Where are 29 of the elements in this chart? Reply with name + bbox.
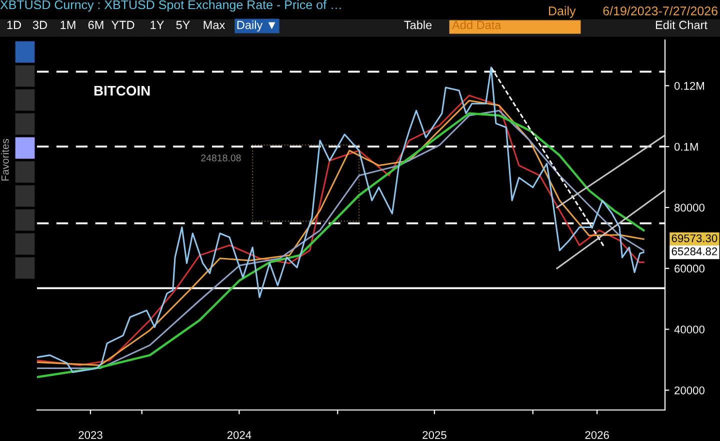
text: 6/19/2023-7/27/2026 <box>603 6 718 16</box>
x-tick-label: 2025 <box>422 431 446 439</box>
text: Daily ▼ <box>237 20 276 32</box>
text: 1D <box>7 20 21 30</box>
y-tick-label: 0.12M <box>674 82 704 90</box>
text: 1M <box>60 20 76 30</box>
text: Table <box>404 20 432 30</box>
text: 6M <box>88 20 104 30</box>
text: Edit Chart <box>656 20 708 30</box>
text: Favorites <box>1 138 9 181</box>
text: 5Y <box>176 20 190 30</box>
text: 1Y <box>150 20 164 30</box>
chart-title: XBTUSD Curncy : XBTUSD Spot Exchange Rate - Price of … <box>0 0 341 12</box>
text: Daily <box>549 6 576 18</box>
text: 3D <box>32 20 47 30</box>
y-tick-label: 20000 <box>674 386 704 394</box>
x-tick-label: 2026 <box>585 431 609 439</box>
y-tick-label: 40000 <box>674 326 704 334</box>
annotation: BITCOIN <box>94 86 150 96</box>
x-tick-label: 2023 <box>78 431 102 439</box>
annotation: 65284.82 <box>672 247 718 256</box>
text: YTD <box>111 20 134 30</box>
annotation: 24818.08 <box>201 154 241 162</box>
annotation: 69573.30 <box>672 234 718 242</box>
y-tick-label: 0.1M <box>674 142 698 151</box>
text: Max <box>204 20 226 30</box>
x-tick-label: 2024 <box>227 431 252 439</box>
y-tick-label: 60000 <box>674 264 704 273</box>
y-tick-label: 80000 <box>674 204 704 212</box>
